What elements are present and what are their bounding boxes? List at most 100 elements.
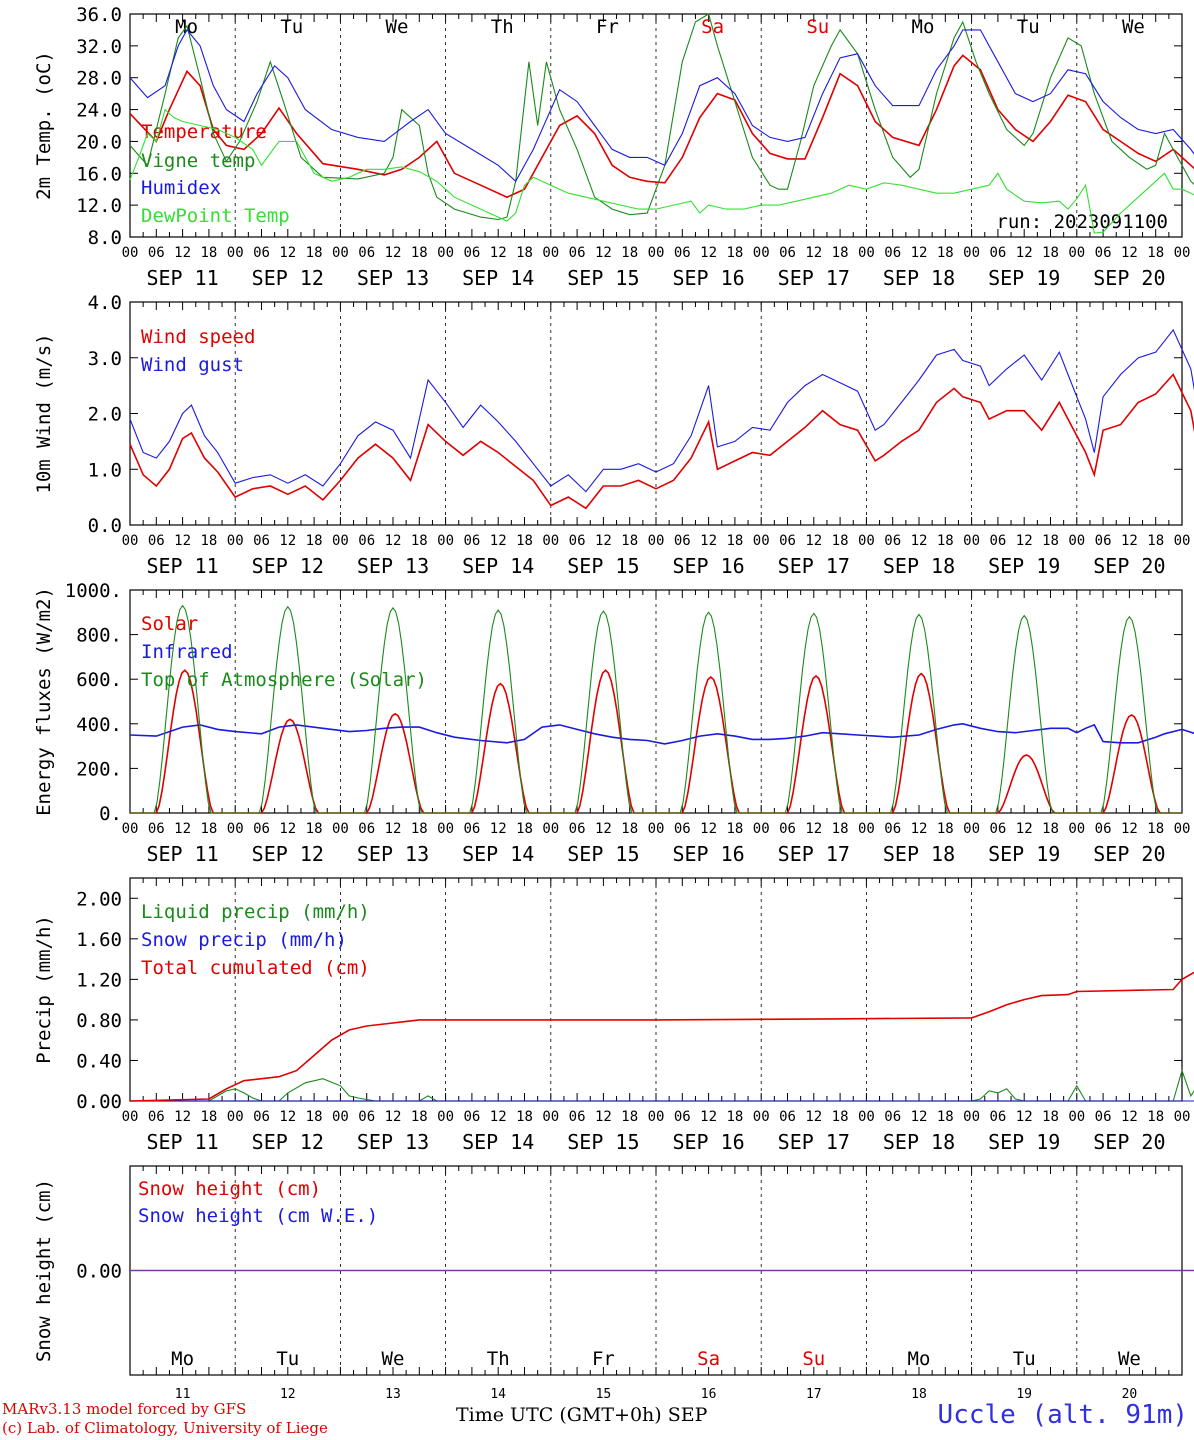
y-tick-label: 1000. <box>65 580 122 602</box>
x-hour-label: 00 <box>122 533 139 549</box>
x-hour-label: 12 <box>1016 1109 1033 1125</box>
model-credit: MARv3.13 model forced by GFS <box>2 1400 247 1418</box>
x-hour-label: 18 <box>1147 245 1164 261</box>
x-hour-label: 18 <box>1042 245 1059 261</box>
x-hour-label: 00 <box>227 821 244 837</box>
x-hour-label: 06 <box>674 1109 691 1125</box>
x-hour-label: 00 <box>1174 533 1191 549</box>
x-hour-label: 12 <box>279 245 296 261</box>
x-hour-label: 06 <box>569 1109 586 1125</box>
x-hour-label: 06 <box>989 1109 1006 1125</box>
x-hour-label: 00 <box>122 821 139 837</box>
x-hour-label: 00 <box>648 533 665 549</box>
y-tick-label: 0.40 <box>76 1050 122 1072</box>
x-hour-label: 18 <box>832 533 849 549</box>
weekday-label: Mo <box>171 1348 194 1370</box>
x-hour-label: 00 <box>858 1109 875 1125</box>
x-date-label: SEP 17 <box>778 266 850 290</box>
weekday-label: Th <box>487 1348 510 1370</box>
x-hour-label: 18 <box>832 245 849 261</box>
x-date-label: SEP 14 <box>462 842 534 866</box>
x-hour-label: 12 <box>595 821 612 837</box>
x-hour-label: 06 <box>253 533 270 549</box>
x-hour-label: 12 <box>1121 245 1138 261</box>
weekday-label: Tu <box>1013 1348 1036 1370</box>
x-date-label: SEP 12 <box>252 266 324 290</box>
series-line-green <box>130 604 1182 814</box>
x-date-label: SEP 17 <box>778 1130 850 1154</box>
x-hour-label: 18 <box>411 245 428 261</box>
x-hour-label: 00 <box>858 245 875 261</box>
y-axis-label: Snow height (cm) <box>33 1179 55 1362</box>
x-hour-label: 18 <box>726 245 743 261</box>
y-tick-label: 24.0 <box>76 100 122 122</box>
x-hour-label: 06 <box>463 1109 480 1125</box>
x-hour-label: 18 <box>1042 1109 1059 1125</box>
x-date-label: SEP 13 <box>357 1130 429 1154</box>
weekday-label: We <box>382 1348 405 1370</box>
day-number-label: 11 <box>175 1387 191 1402</box>
x-hour-label: 18 <box>200 245 217 261</box>
x-hour-label: 06 <box>253 821 270 837</box>
x-hour-label: 12 <box>805 821 822 837</box>
x-date-label: SEP 20 <box>1093 554 1165 578</box>
lab-credit: (c) Lab. of Climatology, University of L… <box>2 1419 328 1437</box>
y-tick-label: 1.0 <box>88 459 122 481</box>
y-tick-label: 400. <box>76 714 122 736</box>
x-date-label: SEP 18 <box>883 1130 955 1154</box>
day-number-label: 17 <box>806 1387 822 1402</box>
x-hour-label: 06 <box>1095 821 1112 837</box>
x-hour-label: 00 <box>1068 245 1085 261</box>
y-axis-label: 10m Wind (m/s) <box>33 333 55 493</box>
x-hour-label: 12 <box>174 533 191 549</box>
x-axis-title: Time UTC (GMT+0h) SEP <box>456 1404 708 1426</box>
x-hour-label: 18 <box>1147 533 1164 549</box>
series-line-red <box>129 54 1194 199</box>
weekday-label: Sa <box>697 1348 720 1370</box>
x-hour-label: 12 <box>1016 821 1033 837</box>
weekday-label: Tu <box>276 1348 299 1370</box>
x-hour-label: 12 <box>595 1109 612 1125</box>
x-hour-label: 18 <box>937 821 954 837</box>
x-hour-label: 06 <box>358 533 375 549</box>
x-hour-label: 06 <box>1095 533 1112 549</box>
station-name: Uccle (alt. 91m) <box>937 1400 1188 1430</box>
x-hour-label: 06 <box>779 245 796 261</box>
legend-entry: Snow precip (mm/h) <box>141 929 347 951</box>
x-hour-label: 06 <box>989 245 1006 261</box>
x-hour-label: 06 <box>884 821 901 837</box>
x-date-label: SEP 13 <box>357 554 429 578</box>
x-hour-label: 00 <box>122 245 139 261</box>
x-hour-label: 12 <box>700 1109 717 1125</box>
x-hour-label: 12 <box>385 245 402 261</box>
x-hour-label: 12 <box>595 533 612 549</box>
x-hour-label: 12 <box>911 821 928 837</box>
x-hour-label: 18 <box>621 821 638 837</box>
x-hour-label: 12 <box>174 245 191 261</box>
weekday-label: Su <box>806 16 829 38</box>
day-number-label: 15 <box>596 1387 612 1402</box>
legend-entry: Total cumulated (cm) <box>141 957 370 979</box>
x-hour-label: 18 <box>832 821 849 837</box>
day-number-label: 13 <box>385 1387 401 1402</box>
x-hour-label: 00 <box>437 1109 454 1125</box>
x-date-label: SEP 11 <box>146 554 218 578</box>
x-date-label: SEP 17 <box>778 554 850 578</box>
weekday-label: We <box>1118 1348 1141 1370</box>
series-line-blue <box>129 28 1194 183</box>
x-hour-label: 12 <box>279 533 296 549</box>
weekday-label: Fr <box>596 16 619 38</box>
x-date-label: SEP 12 <box>252 554 324 578</box>
x-hour-label: 18 <box>621 245 638 261</box>
x-hour-label: 18 <box>1147 821 1164 837</box>
x-hour-label: 06 <box>779 1109 796 1125</box>
x-hour-label: 00 <box>1068 821 1085 837</box>
x-hour-label: 00 <box>1068 533 1085 549</box>
x-hour-label: 18 <box>411 821 428 837</box>
x-hour-label: 06 <box>463 245 480 261</box>
legend-entry: Infrared <box>141 641 233 663</box>
x-hour-label: 06 <box>779 821 796 837</box>
x-hour-label: 00 <box>963 821 980 837</box>
x-hour-label: 12 <box>385 533 402 549</box>
x-date-label: SEP 17 <box>778 842 850 866</box>
